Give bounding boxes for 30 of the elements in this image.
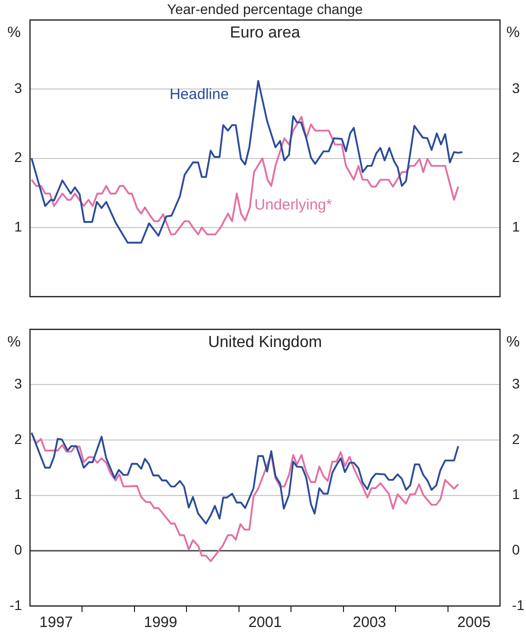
y2-tick-label: 3 [512, 80, 520, 96]
x-tick-label: 1999 [144, 614, 178, 632]
y2-axis-title: % [506, 24, 520, 42]
x-tick-label: 2001 [248, 614, 282, 632]
chart-title: Euro area [230, 24, 300, 42]
x-tick-label: 2005 [457, 614, 491, 632]
x-tick-label: 1997 [39, 614, 73, 632]
y-tick-label: 2 [14, 149, 22, 166]
y2-tick-label: -1 [512, 596, 525, 613]
y2-tick-label: 2 [512, 149, 520, 166]
y-tick-label: 3 [14, 376, 22, 392]
y-axis-title: % [7, 24, 21, 42]
chart-title: United Kingdom [208, 334, 322, 351]
y-tick-label: 2 [14, 430, 22, 447]
y2-axis-title: % [506, 334, 520, 351]
y2-tick-label: 2 [512, 430, 520, 447]
series-label: Underlying* [254, 196, 332, 214]
series-label: Headline [170, 86, 229, 103]
chart-subtitle: Year-ended percentage change [167, 0, 364, 17]
y-axis-title: % [7, 334, 21, 351]
y-tick-label: -1 [10, 596, 22, 613]
y-tick-label: 0 [14, 542, 22, 558]
y-tick-label: 1 [14, 218, 22, 234]
y-tick-label: 3 [14, 80, 22, 96]
y2-tick-label: 3 [512, 376, 520, 392]
x-tick-label: 2003 [352, 614, 386, 632]
y2-tick-label: 1 [512, 218, 520, 234]
y-tick-label: 1 [14, 486, 22, 502]
y2-tick-label: 1 [512, 486, 520, 502]
y2-tick-label: 0 [512, 542, 520, 558]
